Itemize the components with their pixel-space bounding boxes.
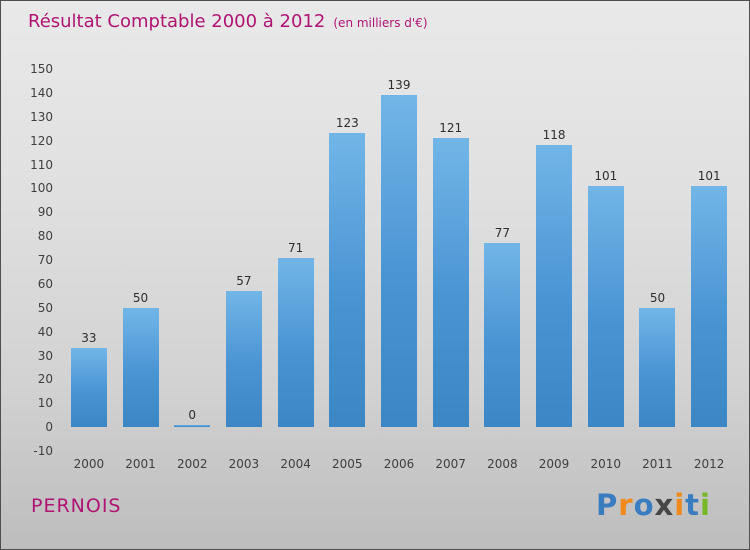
logo-letter: t bbox=[685, 488, 701, 522]
bar-value-label: 50 bbox=[132, 290, 149, 305]
bar bbox=[225, 291, 262, 428]
y-axis-tick-label: 80 bbox=[37, 229, 53, 244]
bar bbox=[432, 138, 469, 428]
x-axis-tick-label: 2006 bbox=[383, 457, 415, 471]
bar-value-label: 101 bbox=[697, 168, 721, 183]
bar bbox=[639, 307, 676, 428]
y-axis-tick-label: 40 bbox=[37, 324, 53, 339]
bar-value-label: 33 bbox=[81, 331, 97, 346]
proxiti-logo[interactable]: Proxiti bbox=[596, 488, 711, 522]
bar-value-label: 57 bbox=[236, 274, 252, 289]
bar-value-label: 71 bbox=[287, 240, 304, 255]
y-axis-tick-label: 90 bbox=[37, 205, 53, 220]
x-axis-tick-label: 2001 bbox=[125, 457, 156, 471]
y-axis-tick-label: 20 bbox=[37, 372, 53, 387]
bar-value-label: 121 bbox=[439, 121, 463, 136]
y-axis-tick-label: 0 bbox=[45, 420, 53, 435]
bar bbox=[122, 307, 159, 428]
logo-letter: o bbox=[633, 488, 655, 522]
bar bbox=[484, 243, 521, 428]
bar bbox=[536, 145, 573, 428]
y-axis-tick-label: 10 bbox=[37, 396, 53, 411]
y-axis-tick-label: 120 bbox=[30, 133, 53, 148]
y-axis-tick-label: 70 bbox=[37, 253, 53, 267]
bar-value-label: 101 bbox=[594, 168, 618, 183]
x-axis-tick-label: 2009 bbox=[538, 457, 570, 471]
x-axis-tick-label: 2003 bbox=[228, 457, 260, 471]
bar bbox=[70, 348, 107, 428]
bar-value-label: 77 bbox=[494, 226, 511, 241]
x-axis-tick-label: 2004 bbox=[280, 457, 311, 471]
x-axis-tick-label: 2010 bbox=[590, 457, 622, 471]
x-axis-tick-label: 2007 bbox=[435, 457, 466, 471]
y-axis-tick-label: 140 bbox=[30, 85, 53, 100]
bar bbox=[587, 185, 624, 428]
bar bbox=[329, 133, 366, 428]
bar bbox=[277, 257, 314, 428]
logo-letter: r bbox=[618, 488, 634, 522]
y-axis-tick-label: -10 bbox=[33, 444, 53, 458]
chart-subtitle: (en milliers d'€) bbox=[333, 16, 428, 30]
logo-letter: i bbox=[700, 488, 711, 522]
company-name: PERNOIS bbox=[31, 495, 122, 517]
bar-value-label: 139 bbox=[387, 78, 411, 93]
logo-letter: x bbox=[654, 488, 675, 522]
x-axis-tick-label: 2000 bbox=[73, 457, 105, 471]
bar-value-label: 118 bbox=[542, 128, 566, 143]
logo-letter: P bbox=[595, 488, 619, 522]
y-axis-tick-label: 100 bbox=[30, 181, 53, 196]
y-axis-tick-label: 50 bbox=[37, 300, 53, 315]
y-axis-tick-label: 150 bbox=[30, 62, 53, 76]
chart-title-row: Résultat Comptable 2000 à 2012 (en millie… bbox=[28, 11, 428, 32]
bar bbox=[691, 185, 728, 428]
y-axis-tick-label: 30 bbox=[37, 348, 53, 363]
x-axis-tick-label: 2011 bbox=[642, 457, 673, 471]
bar bbox=[381, 95, 417, 428]
x-axis-tick-label: 2005 bbox=[332, 457, 363, 471]
chart-title: Résultat Comptable 2000 à 2012 bbox=[28, 11, 326, 32]
y-axis-tick-label: 60 bbox=[37, 276, 53, 291]
bar bbox=[174, 425, 211, 428]
x-axis-tick-label: 2012 bbox=[693, 457, 725, 471]
x-axis-tick-label: 2002 bbox=[176, 457, 208, 471]
x-axis-tick-label: 2008 bbox=[487, 457, 518, 471]
bar-value-label: 0 bbox=[188, 408, 197, 423]
bar-value-label: 50 bbox=[649, 290, 666, 305]
bar-value-label: 123 bbox=[335, 116, 359, 131]
y-axis-tick-label: 130 bbox=[30, 109, 53, 124]
logo-letter: i bbox=[674, 488, 686, 522]
y-axis-tick-label: 110 bbox=[30, 157, 53, 172]
